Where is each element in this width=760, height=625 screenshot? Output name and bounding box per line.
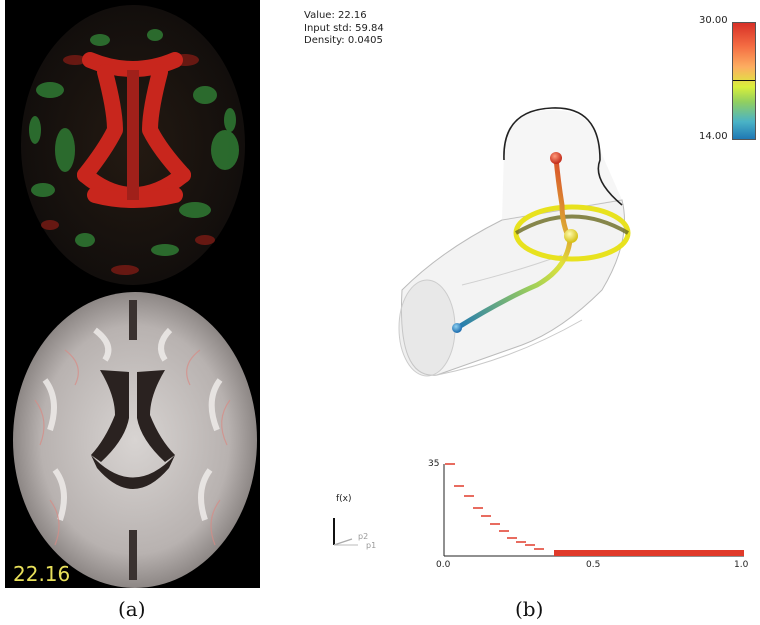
- density-readout: Density: 0.0405: [304, 35, 383, 46]
- input-std-readout: Input std: 59.84: [304, 22, 384, 34]
- tube-render: [333, 107, 744, 557]
- fx-axis-label: f(x): [336, 494, 352, 504]
- density-plot: [443, 463, 744, 557]
- p2-axis-label: p2: [358, 532, 369, 541]
- plot-x-tick-0: 0.0: [436, 560, 451, 570]
- plot-floor-bar: [554, 550, 744, 556]
- caption-a: (a): [118, 597, 146, 621]
- brain-images: [13, 5, 257, 588]
- panel-b-3d-view: Value: 22.16 Input std: 59.84 Density: 0…: [262, 0, 760, 590]
- end-sphere: [550, 152, 562, 164]
- current-sphere: [564, 229, 578, 243]
- plot-x-tick-2: 1.0: [734, 560, 749, 570]
- panel-a-value-label: 22.16: [13, 562, 71, 586]
- start-sphere: [452, 323, 462, 333]
- value-readout: Value: 22.16: [304, 10, 367, 21]
- plot-y-top-label: 35: [428, 459, 440, 469]
- p1-axis-label: p1: [366, 541, 377, 550]
- panel-a-brain-slices: 22.16: [5, 0, 260, 588]
- colorbar-min-label: 14.00: [699, 131, 728, 142]
- top-dti-slice: [21, 5, 245, 285]
- info-readout: Value: 22.16 Input std: 59.84 Density: 0…: [304, 10, 384, 48]
- orientation-axes: [333, 518, 358, 546]
- translucent-tube: [398, 107, 625, 377]
- plot-x-tick-1: 0.5: [586, 560, 601, 570]
- colorbar: [732, 22, 756, 140]
- colorbar-marker: [733, 80, 755, 81]
- colorbar-max-label: 30.00: [699, 15, 728, 26]
- bottom-t1-slice: [13, 292, 257, 588]
- caption-b: (b): [515, 597, 544, 621]
